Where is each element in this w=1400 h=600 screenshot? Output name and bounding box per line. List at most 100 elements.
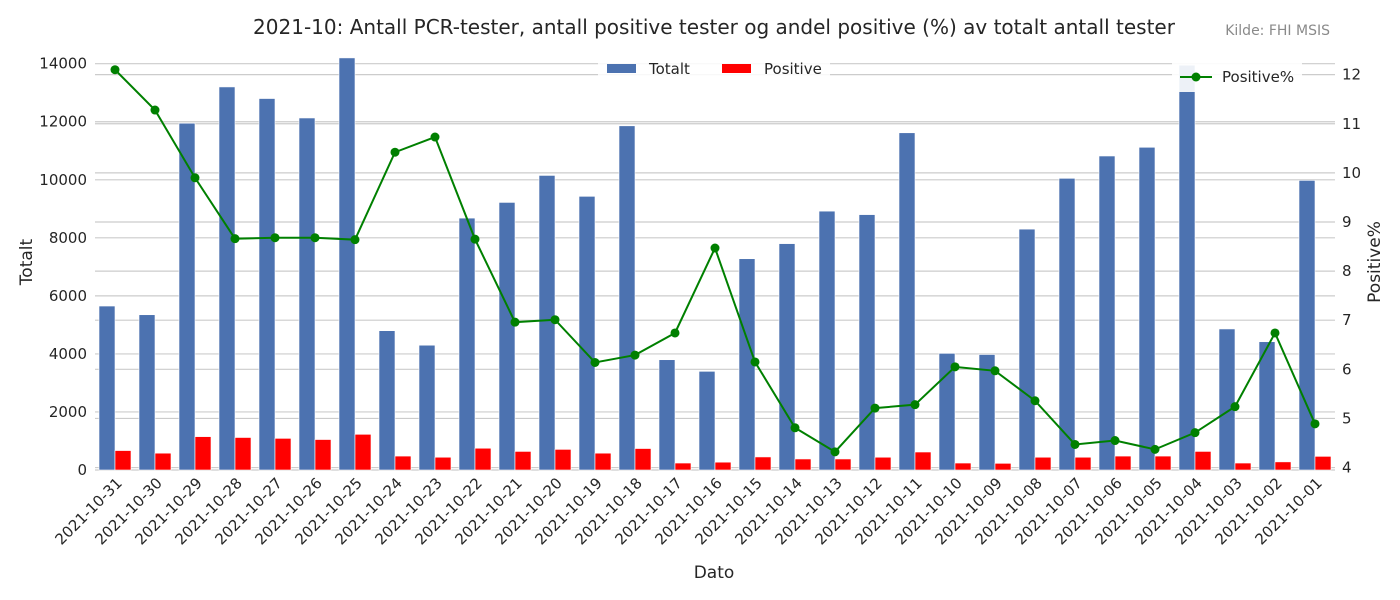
bar-positive <box>1234 462 1252 471</box>
bar-positive <box>154 452 172 471</box>
y2-tick-label: 8 <box>1342 262 1352 280</box>
bar-positive <box>794 458 812 471</box>
pct-point <box>790 423 800 433</box>
bar-total <box>658 359 676 471</box>
y2-tick-label: 4 <box>1342 459 1352 477</box>
pct-point <box>230 234 240 244</box>
bar-positive <box>434 456 452 471</box>
bar-total <box>138 314 156 471</box>
bar-positive <box>874 456 892 471</box>
legend-label-pct: Positive% <box>1222 68 1294 86</box>
bar-total <box>618 125 636 471</box>
bar-total <box>98 305 116 471</box>
bar-positive <box>554 449 572 471</box>
pct-point <box>470 234 480 244</box>
bar-positive <box>474 447 492 471</box>
legend-bars-frame <box>598 52 830 86</box>
bar-total <box>258 98 276 471</box>
pct-point <box>550 315 560 325</box>
source-note: Kilde: FHI MSIS <box>1225 23 1330 39</box>
pct-point <box>870 403 880 413</box>
bar-positive <box>1034 456 1052 471</box>
pct-point <box>510 317 520 327</box>
bar-total <box>938 353 956 471</box>
bar-total <box>698 371 716 471</box>
bar-positive <box>274 438 292 471</box>
bar-total <box>1218 328 1236 471</box>
x-axis-title: Dato <box>694 563 735 583</box>
pct-point <box>310 233 320 243</box>
chart-title: 2021-10: Antall PCR-tester, antall posit… <box>253 15 1176 39</box>
right-tick-labels: 4 5 6 7 8 9 10 11 12 <box>1342 66 1361 477</box>
pct-point <box>150 105 160 115</box>
bar-total <box>978 354 996 471</box>
bar-positive <box>354 434 372 471</box>
bar-positive <box>1274 461 1292 471</box>
pct-point <box>670 328 680 338</box>
pct-point <box>350 235 360 245</box>
bars-total <box>98 57 1316 471</box>
y2-tick-label: 6 <box>1342 360 1352 378</box>
y2-axis-title: Positive% <box>1365 221 1385 303</box>
bar-total <box>418 344 436 471</box>
bar-positive <box>194 436 212 471</box>
legend-label-total: Totalt <box>648 60 690 78</box>
bar-positive <box>234 437 252 471</box>
pct-point <box>1190 428 1200 438</box>
legend-swatch-positive <box>722 64 751 73</box>
pct-point <box>630 350 640 360</box>
x-tick-labels: 2021-10-312021-10-302021-10-292021-10-28… <box>51 474 1325 548</box>
pct-point <box>1270 328 1280 338</box>
bar-total <box>378 330 396 471</box>
bar-total <box>858 214 876 471</box>
y-tick-label: 10000 <box>39 171 87 189</box>
bar-total <box>818 210 836 471</box>
bar-positive <box>714 461 732 471</box>
bar-positive <box>314 439 332 471</box>
bar-positive <box>394 455 412 471</box>
bar-total <box>1258 341 1276 471</box>
bar-total <box>178 122 196 471</box>
bar-positive <box>754 456 772 471</box>
y2-tick-label: 9 <box>1342 213 1352 231</box>
pct-point <box>1070 439 1080 449</box>
bar-positive <box>114 450 132 471</box>
bar-positive <box>674 462 692 471</box>
pct-point <box>830 447 840 457</box>
y2-tick-label: 7 <box>1342 311 1352 329</box>
pct-point <box>710 243 720 253</box>
bar-positive <box>954 462 972 471</box>
bar-total <box>898 132 916 471</box>
pct-point <box>270 233 280 243</box>
pct-point <box>1110 436 1120 446</box>
bar-total <box>338 57 356 471</box>
y-tick-label: 6000 <box>49 287 87 305</box>
bar-positive <box>994 463 1012 471</box>
bar-total <box>1058 178 1076 471</box>
pct-point <box>1230 402 1240 412</box>
pct-point <box>1310 419 1320 429</box>
pct-point <box>990 366 1000 376</box>
bar-total <box>578 196 596 471</box>
y-tick-label: 2000 <box>49 403 87 421</box>
pct-point <box>950 362 960 372</box>
pct-point <box>190 173 200 183</box>
pct-point <box>590 357 600 367</box>
bar-total <box>218 86 236 471</box>
bar-positive <box>1074 456 1092 471</box>
bar-total <box>1138 146 1156 471</box>
y-tick-label: 4000 <box>49 345 87 363</box>
y-tick-label: 0 <box>77 461 87 479</box>
pct-point <box>1030 396 1040 406</box>
y2-tick-label: 11 <box>1342 115 1361 133</box>
bars-positive <box>114 434 1332 471</box>
pct-point <box>750 357 760 367</box>
bar-positive <box>1194 451 1212 471</box>
y2-tick-label: 12 <box>1342 66 1361 84</box>
pct-point <box>110 65 120 75</box>
legend-swatch-total <box>607 64 636 73</box>
bar-positive <box>1314 456 1332 471</box>
y-tick-label: 12000 <box>39 113 87 131</box>
bar-total <box>1098 155 1116 471</box>
